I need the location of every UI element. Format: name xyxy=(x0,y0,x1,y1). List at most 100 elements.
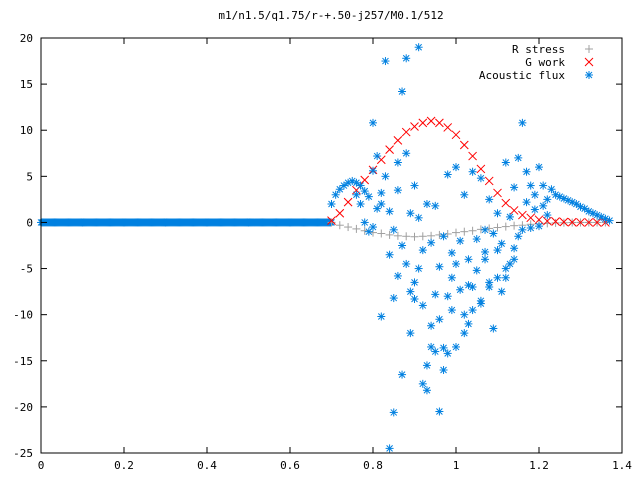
r-stress-point xyxy=(393,231,402,240)
chart-title: m1/n1.5/q1.75/r-+.50-j257/M0.1/512 xyxy=(218,9,443,22)
acoustic-flux-zero-band xyxy=(37,218,336,227)
acoustic-flux-point xyxy=(526,223,535,232)
acoustic-flux-point xyxy=(481,247,490,256)
legend-marker xyxy=(585,71,593,79)
g-work-point xyxy=(435,118,444,128)
r-stress-point xyxy=(385,230,394,239)
g-work-point xyxy=(418,118,428,128)
acoustic-flux-point xyxy=(535,222,543,231)
r-stress-point xyxy=(468,226,477,235)
acoustic-flux-point xyxy=(456,236,465,245)
acoustic-flux-point xyxy=(406,287,415,296)
acoustic-flux-point xyxy=(464,255,473,264)
legend-label: R stress xyxy=(512,43,565,56)
g-work-point xyxy=(484,176,494,186)
g-work-point xyxy=(534,215,544,225)
acoustic-flux-point xyxy=(481,255,490,264)
acoustic-flux-point xyxy=(373,152,382,161)
acoustic-flux-point xyxy=(472,266,481,275)
acoustic-flux-point xyxy=(514,153,523,162)
g-work-point xyxy=(509,206,519,215)
acoustic-flux-point xyxy=(439,232,448,241)
g-work-point xyxy=(426,116,436,126)
series-acoustic-flux xyxy=(327,43,614,453)
acoustic-flux-point xyxy=(535,163,543,172)
acoustic-flux-point xyxy=(460,310,469,319)
acoustic-flux-point xyxy=(381,172,390,181)
acoustic-flux-point xyxy=(360,187,369,196)
acoustic-flux-point xyxy=(393,186,402,195)
g-work-point xyxy=(327,216,336,225)
acoustic-flux-point xyxy=(497,287,506,296)
series-g-work xyxy=(327,116,610,227)
acoustic-flux-point xyxy=(418,301,427,310)
acoustic-flux-point xyxy=(422,200,431,208)
acoustic-flux-point xyxy=(447,273,456,282)
r-stress-point xyxy=(551,218,560,227)
acoustic-flux-point xyxy=(485,195,494,204)
acoustic-flux-point xyxy=(481,225,490,234)
x-tick-label: 0.2 xyxy=(114,459,134,472)
g-work-point xyxy=(567,217,577,227)
g-work-point xyxy=(476,164,486,174)
acoustic-flux-point xyxy=(526,181,535,190)
g-work-point xyxy=(551,217,560,226)
acoustic-flux-point xyxy=(489,229,498,238)
x-tick-label: 1.2 xyxy=(529,459,549,472)
x-tick-label: 1.4 xyxy=(612,459,632,472)
g-work-point xyxy=(493,188,502,198)
acoustic-flux-point xyxy=(435,262,444,271)
acoustic-flux-point xyxy=(352,178,361,187)
r-stress-point xyxy=(327,218,336,227)
acoustic-flux-point xyxy=(530,205,539,214)
acoustic-flux-point xyxy=(431,347,440,356)
legend-label: Acoustic flux xyxy=(479,69,565,82)
x-tick-label: 0.4 xyxy=(197,459,217,472)
acoustic-flux-point xyxy=(443,349,452,358)
y-tick-label: -10 xyxy=(13,309,33,322)
acoustic-flux-point xyxy=(406,209,415,218)
acoustic-flux-point xyxy=(381,57,390,66)
acoustic-flux-point xyxy=(431,201,440,210)
g-work-point xyxy=(559,217,569,227)
acoustic-flux-point xyxy=(452,259,460,268)
acoustic-flux-point xyxy=(501,264,510,273)
r-stress-point xyxy=(402,232,411,241)
acoustic-flux-point xyxy=(427,238,436,247)
acoustic-flux-point xyxy=(435,407,444,416)
acoustic-flux-point xyxy=(452,163,460,172)
acoustic-flux-point xyxy=(360,218,369,227)
r-stress-point xyxy=(452,228,460,237)
g-work-point xyxy=(401,127,411,137)
acoustic-flux-point xyxy=(414,43,423,52)
acoustic-flux-point xyxy=(493,209,502,218)
acoustic-flux-point xyxy=(410,181,419,190)
y-tick-label: 0 xyxy=(26,216,33,229)
x-tick-label: 0.8 xyxy=(363,459,383,472)
acoustic-flux-point xyxy=(393,158,402,167)
acoustic-flux-point xyxy=(460,190,469,199)
acoustic-flux-point xyxy=(402,54,411,63)
acoustic-flux-point xyxy=(518,118,527,127)
acoustic-flux-point xyxy=(493,246,502,255)
acoustic-flux-point xyxy=(418,246,427,255)
acoustic-flux-point xyxy=(493,273,502,282)
x-tick-label: 0 xyxy=(38,459,45,472)
legend-label: G work xyxy=(525,56,565,69)
g-work-point xyxy=(468,151,477,161)
acoustic-flux-point xyxy=(485,278,494,287)
acoustic-flux-point xyxy=(514,232,523,241)
acoustic-flux-point xyxy=(335,185,344,194)
acoustic-flux-point xyxy=(398,87,407,96)
acoustic-flux-point xyxy=(393,271,402,280)
acoustic-flux-point xyxy=(439,366,448,374)
acoustic-flux-point xyxy=(468,167,477,176)
acoustic-flux-point xyxy=(414,264,423,273)
acoustic-flux-point xyxy=(605,216,614,225)
acoustic-flux-point xyxy=(369,223,377,232)
acoustic-flux-point xyxy=(522,198,531,207)
y-tick-label: -20 xyxy=(13,401,33,414)
